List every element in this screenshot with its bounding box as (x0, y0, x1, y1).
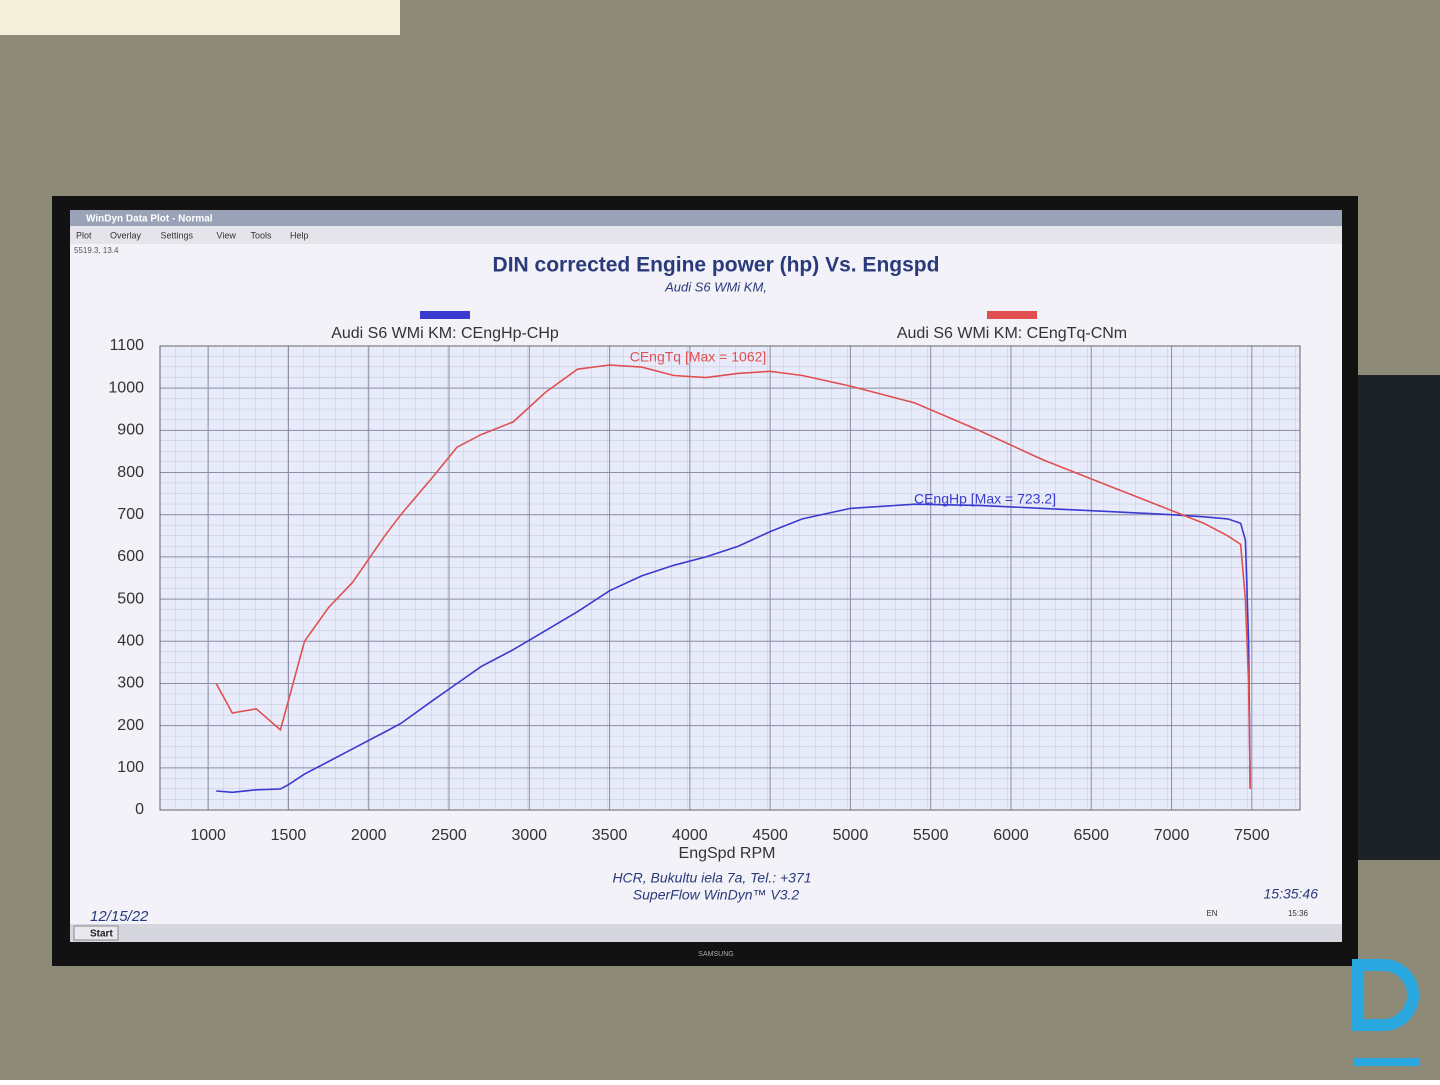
legend-label: Audi S6 WMi KM: CEngHp-CHp (331, 325, 559, 342)
x-tick-label: 5000 (833, 827, 869, 844)
chart-title: DIN corrected Engine power (hp) Vs. Engs… (493, 254, 940, 277)
menu-bar (70, 226, 1342, 244)
chart-subtitle: Audi S6 WMi KM, (664, 279, 767, 294)
y-tick-label: 0 (135, 801, 144, 818)
y-tick-label: 1100 (110, 337, 145, 354)
menu-item[interactable]: Overlay (110, 230, 142, 240)
legend-label: Audi S6 WMi KM: CEngTq-CNm (897, 325, 1127, 342)
x-tick-label: 6500 (1073, 827, 1109, 844)
y-tick-label: 700 (117, 506, 144, 523)
menu-item[interactable]: Plot (76, 230, 92, 240)
x-tick-label: 4000 (672, 827, 708, 844)
y-tick-label: 300 (117, 675, 144, 692)
banner (1355, 375, 1440, 860)
footer-address: HCR, Bukultu iela 7a, Tel.: +371 (612, 870, 811, 886)
menu-item[interactable]: View (217, 230, 237, 240)
menu-item[interactable]: Tools (251, 230, 273, 240)
x-tick-label: 2500 (431, 827, 467, 844)
legend-swatch (987, 311, 1037, 319)
minor-grid (160, 346, 1300, 810)
x-axis-label: EngSpd RPM (679, 845, 776, 862)
x-tick-label: 7000 (1154, 827, 1190, 844)
footer-date: 12/15/22 (90, 908, 149, 925)
annotation: CEngTq [Max = 1062] (630, 349, 767, 365)
ceiling-light (0, 0, 400, 35)
footer-time: 15:35:46 (1264, 886, 1319, 902)
menu-item[interactable]: Help (290, 230, 309, 240)
x-tick-label: 7500 (1234, 827, 1270, 844)
y-tick-label: 400 (117, 632, 144, 649)
y-tick-label: 500 (117, 590, 144, 607)
x-tick-label: 6000 (993, 827, 1029, 844)
y-tick-label: 900 (117, 422, 144, 439)
series-line (215, 364, 1251, 789)
clock: 15:36 (1288, 909, 1309, 918)
x-tick-label: 5500 (913, 827, 949, 844)
x-tick-label: 3000 (511, 827, 547, 844)
x-tick-label: 4500 (752, 827, 788, 844)
logo-mark (1352, 959, 1419, 1031)
y-tick-label: 600 (117, 548, 144, 565)
x-tick-label: 1000 (190, 827, 226, 844)
start-label: Start (90, 929, 113, 940)
taskbar (70, 924, 1342, 942)
footer-software: SuperFlow WinDyn™ V3.2 (633, 887, 800, 903)
annotation: CEngHp [Max = 723.2] (914, 491, 1056, 507)
plot-frame (159, 345, 1301, 811)
x-tick-label: 1500 (271, 827, 307, 844)
menu-item[interactable]: Settings (161, 230, 194, 240)
menu: Plot Overlay Settings View Tools Help (76, 230, 309, 240)
legend-swatch (420, 311, 470, 319)
y-tick-label: 200 (117, 717, 144, 734)
y-tick-label: 1000 (108, 379, 144, 396)
logo-bar (1353, 1058, 1419, 1066)
title-bar (70, 210, 1342, 226)
monitor-brand: SAMSUNG (698, 951, 733, 958)
status: 5519.3, 13.4 (74, 246, 119, 255)
y-tick-label: 100 (117, 759, 144, 776)
start-button[interactable] (73, 925, 119, 941)
y-tick-label: 800 (117, 464, 144, 481)
x-tick-label: 2000 (351, 827, 387, 844)
window-title: WinDyn Data Plot - Normal (86, 214, 213, 225)
x-tick-label: 3500 (592, 827, 628, 844)
lang: EN (1206, 909, 1217, 918)
